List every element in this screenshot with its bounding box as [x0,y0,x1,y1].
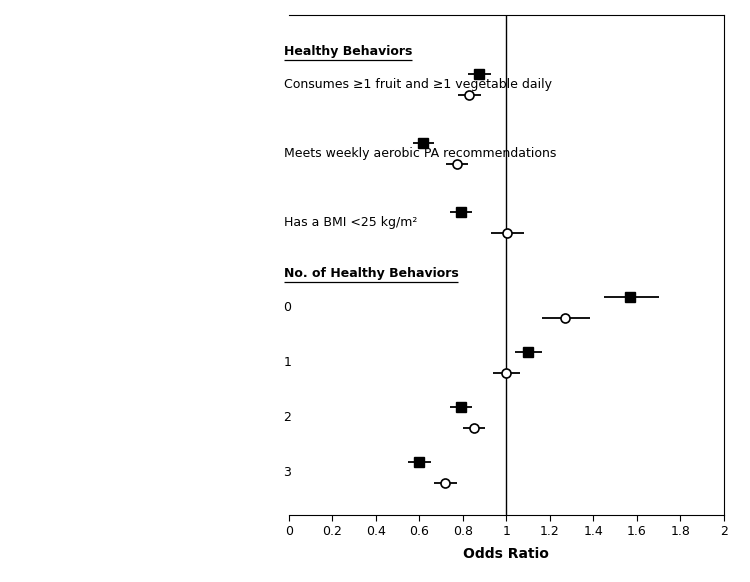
Text: Consumes ≥1 fruit and ≥1 vegetable daily: Consumes ≥1 fruit and ≥1 vegetable daily [284,78,551,91]
Text: 3: 3 [284,466,292,479]
Text: Meets weekly aerobic PA recommendations: Meets weekly aerobic PA recommendations [284,147,556,160]
Text: No. of Healthy Behaviors: No. of Healthy Behaviors [284,268,458,281]
Text: 1: 1 [284,356,292,369]
Text: Has a BMI <25 kg/m²: Has a BMI <25 kg/m² [284,216,417,229]
Text: Healthy Behaviors: Healthy Behaviors [284,45,412,58]
X-axis label: Odds Ratio: Odds Ratio [464,547,549,561]
Text: 0: 0 [284,301,292,314]
Text: 2: 2 [284,411,292,424]
